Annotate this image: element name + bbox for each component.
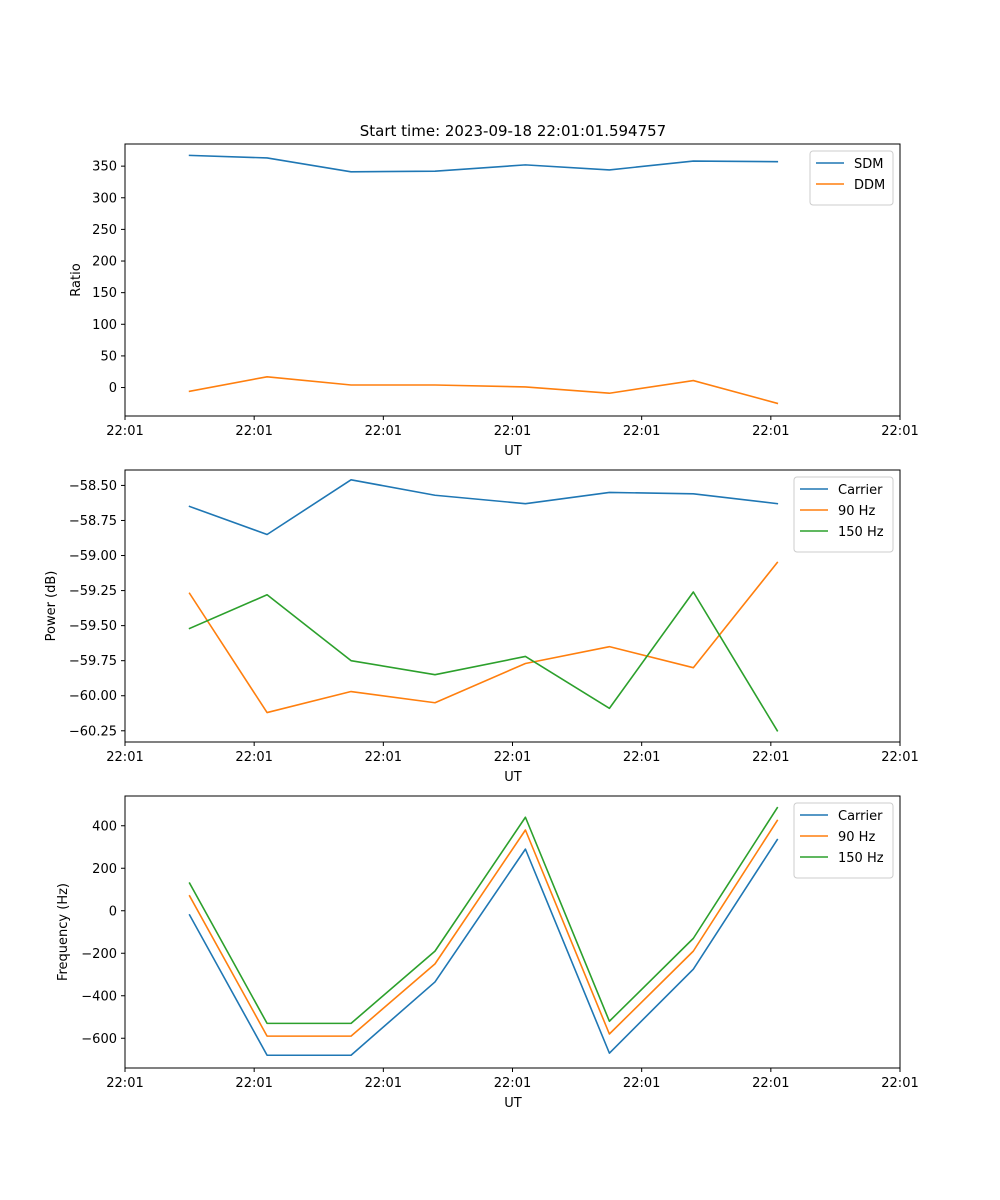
- panel-2-y-tick-label-1: −60.25: [69, 724, 117, 739]
- panel-1-y-tick-label-7: 300: [92, 191, 117, 206]
- panel-3-series-line-3: [188, 806, 779, 1025]
- panel-3-x-tick-label-5: 22:01: [623, 1076, 660, 1091]
- panel-1-legend-box: [809, 150, 894, 206]
- panel-1-x-tick-label-5: 22:01: [623, 424, 660, 439]
- chart-panel-3: 22:0122:0122:0122:0122:0122:0122:0122:02…: [56, 795, 919, 1111]
- panel-1-x-tick-label-7: 22:01: [881, 424, 918, 439]
- panel-1-legend: SDM DDM: [809, 150, 894, 206]
- panel-1-series-line-2: [188, 375, 779, 405]
- panel-2-y-tick-label-7: −58.75: [69, 514, 117, 529]
- panel-1-y-axis-label: Ratio: [69, 263, 84, 296]
- panel-3-series-line-2: [188, 819, 779, 1037]
- panel-3-y-tick-label-2: −400: [81, 989, 117, 1004]
- panel-2-y-tick-label-6: −59.00: [69, 549, 117, 564]
- panel-3-x-tick-label-3: 22:01: [365, 1076, 402, 1091]
- panel-1-x-axis-label: UT: [504, 444, 522, 459]
- panel-3-x-axis-label: UT: [504, 1096, 522, 1111]
- panel-1-legend-label-2: DDM: [854, 178, 885, 193]
- panel-2-x-tick-label-5: 22:01: [623, 750, 660, 765]
- panel-3-y-tick-label-5: 200: [92, 862, 117, 877]
- panel-3-y-tick-label-3: −200: [81, 947, 117, 962]
- chart-panel-2: 22:0122:0122:0122:0122:0122:0122:0122:02…: [44, 469, 919, 785]
- panel-2-y-tick-label-5: −59.25: [69, 584, 117, 599]
- panel-3-legend: Carrier 90 Hz 150 Hz: [793, 802, 894, 879]
- panel-1-y-tick-label-5: 200: [92, 255, 117, 270]
- panel-2-x-axis-label: UT: [504, 770, 522, 785]
- panel-2-y-tick-label-8: −58.50: [69, 479, 117, 494]
- panel-3-x-tick-label-7: 22:01: [881, 1076, 918, 1091]
- panel-2-series-line-3: [188, 591, 779, 732]
- panel-1-x-tick-label-4: 22:01: [494, 424, 531, 439]
- figure-title: Start time: 2023-09-18 22:01:01.594757: [360, 122, 666, 140]
- panel-2-x-tick-label-7: 22:01: [881, 750, 918, 765]
- panel-3-y-axis-label: Frequency (Hz): [56, 883, 71, 981]
- panel-2-y-axis-label: Power (dB): [44, 571, 59, 642]
- panel-3-legend-label-3: 150 Hz: [838, 851, 884, 866]
- chart-panel-1: 22:0122:0122:0122:0122:0122:0122:0122:02…: [69, 143, 919, 459]
- panel-3-legend-label-1: Carrier: [838, 809, 883, 824]
- panel-3-series-line-1: [188, 838, 779, 1057]
- panel-1-legend-label-1: SDM: [854, 157, 883, 172]
- panel-1-y-tick-label-8: 350: [92, 160, 117, 175]
- panel-3-legend-box: [793, 802, 894, 879]
- panel-2-x-tick-label-2: 22:01: [235, 750, 272, 765]
- panel-1-x-tick-label-6: 22:01: [752, 424, 789, 439]
- panel-1-y-tick-label-3: 100: [92, 318, 117, 333]
- panel-3-x-tick-label-2: 22:01: [235, 1076, 272, 1091]
- panel-3-x-tick-label-6: 22:01: [752, 1076, 789, 1091]
- panel-2-series-line-2: [188, 561, 779, 714]
- panel-2-legend-label-1: Carrier: [838, 483, 883, 498]
- panel-1-y-tick-label-1: 0: [109, 381, 117, 396]
- panel-1-series-line-1: [188, 154, 779, 173]
- panel-2-x-tick-label-1: 22:01: [106, 750, 143, 765]
- panel-2-legend-label-2: 90 Hz: [838, 504, 875, 519]
- panel-2-legend: Carrier 90 Hz 150 Hz: [793, 476, 894, 553]
- panel-1-x-tick-label-3: 22:01: [365, 424, 402, 439]
- panel-1-y-tick-label-4: 150: [92, 286, 117, 301]
- chart-panels: 22:0122:0122:0122:0122:0122:0122:0122:02…: [44, 143, 919, 1111]
- panel-2-x-tick-label-6: 22:01: [752, 750, 789, 765]
- panel-3-y-tick-label-1: −600: [81, 1032, 117, 1047]
- panel-2-y-tick-label-3: −59.75: [69, 654, 117, 669]
- panel-2-x-tick-label-4: 22:01: [494, 750, 531, 765]
- panel-3-y-tick-label-6: 400: [92, 819, 117, 834]
- panel-2-x-tick-label-3: 22:01: [365, 750, 402, 765]
- panel-1-y-tick-label-2: 50: [100, 349, 117, 364]
- panel-2-series-line-1: [188, 479, 779, 536]
- panel-3-y-tick-label-4: 0: [109, 904, 117, 919]
- panel-2-legend-box: [793, 476, 894, 553]
- panel-1-y-tick-label-6: 250: [92, 223, 117, 238]
- panel-2-legend-label-3: 150 Hz: [838, 525, 884, 540]
- panel-1-x-tick-label-2: 22:01: [235, 424, 272, 439]
- panel-3-x-tick-label-4: 22:01: [494, 1076, 531, 1091]
- panel-2-y-tick-label-4: −59.50: [69, 619, 117, 634]
- panel-2-y-tick-label-2: −60.00: [69, 689, 117, 704]
- panel-3-legend-label-2: 90 Hz: [838, 830, 875, 845]
- panel-3-x-tick-label-1: 22:01: [106, 1076, 143, 1091]
- panel-1-x-tick-label-1: 22:01: [106, 424, 143, 439]
